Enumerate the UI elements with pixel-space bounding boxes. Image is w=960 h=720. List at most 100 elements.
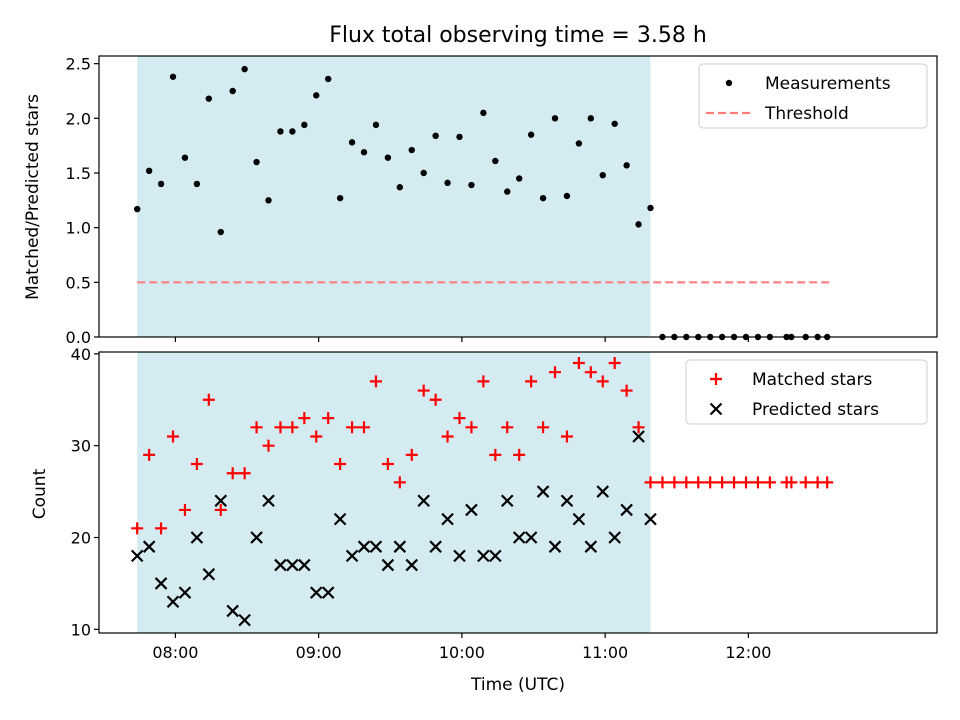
measurement-point <box>456 133 463 141</box>
measurement-point <box>133 205 141 213</box>
matched-stars-point <box>763 476 776 489</box>
measurement-point <box>408 146 415 154</box>
matched-stars-point <box>525 375 538 388</box>
matched-stars-point <box>692 476 705 489</box>
legend-box <box>698 63 928 129</box>
measurement-point <box>623 162 630 169</box>
measurement-point <box>265 197 272 204</box>
measurement-point <box>289 128 296 135</box>
predicted-stars-point <box>632 430 645 443</box>
y-tick-label: 2.5 <box>66 55 91 74</box>
measurement-point <box>492 157 499 165</box>
x-tick-label: 11:00 <box>582 643 628 662</box>
matched-stars-point <box>704 476 717 489</box>
matched-stars-point <box>584 366 597 379</box>
predicted-stars-point <box>465 503 478 517</box>
matched-stars-point <box>178 503 191 516</box>
matched-stars-point <box>429 393 442 406</box>
legend-label: Threshold <box>764 104 849 124</box>
predicted-stars-point <box>274 558 287 572</box>
matched-stars-point <box>226 467 239 480</box>
predicted-stars-point <box>130 549 144 563</box>
matched-stars-point <box>298 412 311 425</box>
measurement-point <box>515 175 523 182</box>
predicted-stars-point <box>405 558 419 572</box>
y-tick-label: 20 <box>71 528 91 547</box>
measurement-point <box>372 121 380 129</box>
matched-stars-point <box>143 448 156 461</box>
predicted-stars-point <box>620 503 633 517</box>
top-y-axis-label: Matched/Predicted stars <box>23 94 43 300</box>
matched-stars-point <box>393 476 406 489</box>
legend-box <box>685 359 928 425</box>
matched-stars-point <box>477 375 490 388</box>
legend: Measurements Threshold <box>698 63 928 129</box>
measurement-point <box>444 179 451 187</box>
measurement-point <box>527 131 535 138</box>
measurement-point <box>635 221 642 228</box>
measurement-point <box>241 65 248 73</box>
legend: Matched stars Predicted stars <box>685 359 928 425</box>
measurement-point <box>169 73 177 80</box>
measurement-point <box>336 194 344 202</box>
matched-stars-point <box>668 476 681 489</box>
predicted-stars-point <box>512 531 526 544</box>
predicted-stars-point <box>166 595 180 609</box>
matched-stars-point <box>334 458 347 471</box>
matched-stars-point <box>441 430 454 443</box>
legend-label: Matched stars <box>752 370 872 390</box>
predicted-stars-point <box>477 549 490 563</box>
predicted-stars-point <box>286 558 299 572</box>
matched-stars-point <box>632 421 645 434</box>
measurement-point <box>301 121 308 129</box>
predicted-stars-point <box>524 531 538 544</box>
predicted-stars-point <box>309 586 323 599</box>
matched-stars-point <box>322 412 335 425</box>
measurement-point <box>647 204 654 212</box>
predicted-stars-point <box>345 549 359 563</box>
shaded-observing-interval <box>137 56 651 337</box>
matched-stars-point <box>656 476 669 489</box>
matched-stars-point <box>310 430 323 443</box>
y-tick-label: 40 <box>71 345 91 364</box>
x-tick-label: 09:00 <box>296 643 342 662</box>
y-tick-label: 30 <box>71 437 91 456</box>
matched-stars-point <box>537 421 550 434</box>
plot-frame <box>98 55 938 338</box>
measurement-point <box>277 128 284 135</box>
matched-stars-point <box>238 467 251 480</box>
predicted-stars-point <box>548 540 562 553</box>
measurement-point <box>539 194 547 202</box>
measurement-point <box>229 87 236 95</box>
series-matched-stars <box>131 357 834 535</box>
predicted-stars-point <box>154 577 168 590</box>
y-tick-label: 2.0 <box>66 109 91 128</box>
matched-stars-point <box>369 375 382 388</box>
matched-stars-point <box>751 476 764 489</box>
matched-stars-point <box>785 476 798 489</box>
predicted-stars-point <box>608 531 621 544</box>
predicted-stars-point <box>333 512 347 526</box>
matched-stars-point <box>680 476 693 489</box>
x-tick-label: 12:00 <box>725 643 771 662</box>
bottom-plot: 10 20 30 40 08:00 09:00 10:00 11:00 12:00 Matched… <box>71 345 938 662</box>
matched-stars-point <box>250 421 263 434</box>
measurement-point <box>205 95 213 102</box>
measurement-point <box>217 228 224 236</box>
measurement-point <box>348 139 356 146</box>
predicted-stars-point <box>226 604 239 618</box>
legend-matched-marker <box>710 373 722 385</box>
matched-stars-point <box>608 357 621 370</box>
predicted-stars-point <box>644 512 657 526</box>
predicted-stars-point <box>298 558 311 572</box>
matched-stars-point <box>620 384 633 397</box>
measurement-point <box>157 180 165 188</box>
measurement-point <box>145 167 153 175</box>
predicted-stars-point <box>572 512 586 526</box>
x-tick-label: 10:00 <box>439 643 485 662</box>
measurement-point <box>468 181 475 189</box>
matched-stars-point <box>799 476 812 489</box>
measurement-point <box>611 120 618 127</box>
predicted-stars-point <box>202 567 216 581</box>
predicted-stars-point <box>321 586 335 599</box>
